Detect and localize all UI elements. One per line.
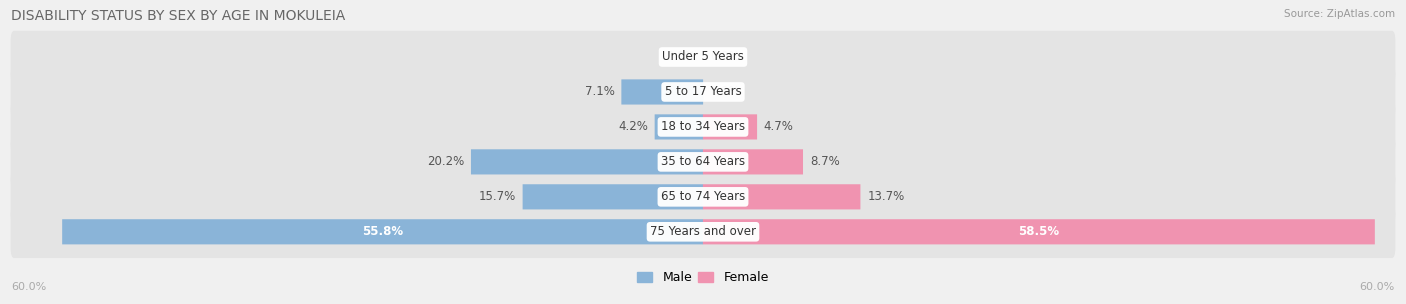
Text: 60.0%: 60.0%	[11, 282, 46, 292]
FancyBboxPatch shape	[11, 101, 1395, 153]
Text: 4.7%: 4.7%	[763, 120, 794, 133]
FancyBboxPatch shape	[11, 171, 1395, 223]
Text: 60.0%: 60.0%	[1360, 282, 1395, 292]
Text: 8.7%: 8.7%	[810, 155, 839, 168]
FancyBboxPatch shape	[62, 219, 703, 244]
Text: 0.0%: 0.0%	[666, 50, 696, 64]
FancyBboxPatch shape	[703, 184, 860, 209]
Text: 75 Years and over: 75 Years and over	[650, 225, 756, 238]
FancyBboxPatch shape	[703, 114, 756, 140]
Text: 7.1%: 7.1%	[585, 85, 614, 98]
Text: 0.0%: 0.0%	[710, 85, 740, 98]
FancyBboxPatch shape	[703, 149, 803, 174]
Text: Source: ZipAtlas.com: Source: ZipAtlas.com	[1284, 9, 1395, 19]
Text: 35 to 64 Years: 35 to 64 Years	[661, 155, 745, 168]
FancyBboxPatch shape	[523, 184, 703, 209]
Text: 55.8%: 55.8%	[363, 225, 404, 238]
FancyBboxPatch shape	[621, 79, 703, 105]
FancyBboxPatch shape	[11, 136, 1395, 188]
Legend: Male, Female: Male, Female	[633, 266, 773, 289]
FancyBboxPatch shape	[703, 219, 1375, 244]
Text: 4.2%: 4.2%	[619, 120, 648, 133]
Text: 5 to 17 Years: 5 to 17 Years	[665, 85, 741, 98]
Text: 18 to 34 Years: 18 to 34 Years	[661, 120, 745, 133]
FancyBboxPatch shape	[11, 206, 1395, 258]
Text: 20.2%: 20.2%	[427, 155, 464, 168]
Text: Under 5 Years: Under 5 Years	[662, 50, 744, 64]
FancyBboxPatch shape	[11, 66, 1395, 118]
Text: DISABILITY STATUS BY SEX BY AGE IN MOKULEIA: DISABILITY STATUS BY SEX BY AGE IN MOKUL…	[11, 9, 346, 23]
FancyBboxPatch shape	[471, 149, 703, 174]
Text: 58.5%: 58.5%	[1018, 225, 1059, 238]
Text: 0.0%: 0.0%	[710, 50, 740, 64]
Text: 15.7%: 15.7%	[478, 190, 516, 203]
Text: 13.7%: 13.7%	[868, 190, 904, 203]
Text: 65 to 74 Years: 65 to 74 Years	[661, 190, 745, 203]
FancyBboxPatch shape	[11, 31, 1395, 83]
FancyBboxPatch shape	[655, 114, 703, 140]
